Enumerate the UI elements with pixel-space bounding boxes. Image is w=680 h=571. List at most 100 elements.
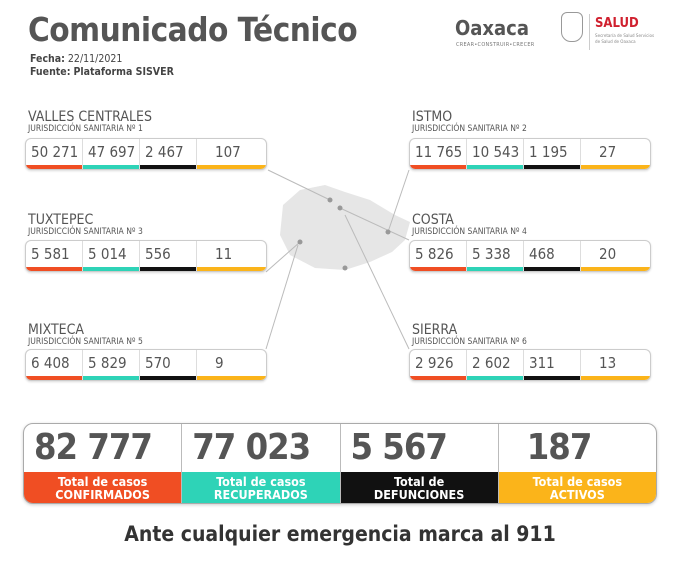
region-label: ISTMO JURISDICCIÓN SANITARIA Nº 2 [412, 110, 527, 134]
total-value: 77 023 [192, 427, 311, 468]
total-label: Total de casos CONFIRMADOS [24, 472, 182, 503]
total-label-line1: Total de casos [216, 474, 306, 489]
color-bar [524, 376, 580, 380]
map-shape [280, 185, 410, 270]
color-bar [467, 267, 523, 271]
stat-defunciones: 2 467 [140, 139, 197, 169]
stat-value: 5 826 [415, 245, 454, 263]
color-bar [197, 376, 266, 380]
total-label-line2: CONFIRMADOS [55, 487, 150, 502]
connector-mixteca [265, 244, 299, 350]
logo-divider [589, 14, 590, 50]
stat-value: 13 [599, 354, 617, 372]
stat-defunciones: 468 [524, 241, 581, 271]
stat-value: 6 408 [31, 354, 70, 372]
total-label-line2: DEFUNCIONES [373, 487, 465, 502]
color-bar [197, 267, 266, 271]
stat-value: 311 [529, 354, 555, 372]
total-confirmados: 82 777 Total de casos CONFIRMADOS [24, 424, 183, 503]
stat-defunciones: 1 195 [524, 139, 581, 169]
region-stats: 50 271 47 697 2 467 107 [25, 138, 267, 170]
color-bar [26, 267, 82, 271]
page-title: Comunicado Técnico [28, 10, 358, 49]
date-line: Fecha: 22/11/2021 [30, 53, 122, 65]
date-label: Fecha: [30, 53, 65, 65]
source-value: Plataforma SISVER [73, 66, 174, 78]
color-bar [140, 165, 196, 169]
stat-value: 20 [599, 245, 617, 263]
color-bar [467, 376, 523, 380]
region-jurisdiction: JURISDICCIÓN SANITARIA Nº 5 [28, 337, 143, 347]
region-label: VALLES CENTRALES JURISDICCIÓN SANITARIA … [28, 110, 152, 134]
stat-value: 11 [215, 245, 233, 263]
stat-recuperados: 2 602 [467, 350, 524, 380]
stat-activos: 11 [197, 241, 266, 271]
stat-value: 1 195 [529, 143, 568, 161]
total-label: Total de DEFUNCIONES [340, 472, 498, 503]
region-jurisdiction: JURISDICCIÓN SANITARIA Nº 3 [28, 227, 143, 237]
stat-confirmados: 11 765 [410, 139, 467, 169]
stat-value: 570 [145, 354, 171, 372]
emergency-footer: Ante cualquier emergencia marca al 911 [124, 522, 556, 546]
total-defunciones: 5 567 Total de DEFUNCIONES [340, 424, 499, 503]
date-value: 22/11/2021 [67, 53, 123, 65]
stat-value: 468 [529, 245, 555, 263]
connector-sierra [344, 214, 410, 350]
stat-value: 50 271 [31, 143, 79, 161]
stat-activos: 27 [581, 139, 650, 169]
region-stats: 6 408 5 829 570 9 [25, 349, 267, 381]
source-line: Fuente: Plataforma SISVER [30, 66, 174, 78]
stat-value: 11 765 [415, 143, 463, 161]
total-recuperados: 77 023 Total de casos RECUPERADOS [182, 424, 341, 503]
connector-costa [339, 207, 410, 241]
color-bar [410, 165, 466, 169]
region-stats: 5 826 5 338 468 20 [409, 240, 651, 272]
stat-value: 5 014 [88, 245, 127, 263]
stat-confirmados: 6 408 [26, 350, 83, 380]
region-jurisdiction: JURISDICCIÓN SANITARIA Nº 2 [412, 124, 527, 134]
color-bar [26, 376, 82, 380]
stat-recuperados: 10 543 [467, 139, 524, 169]
stat-activos: 9 [197, 350, 266, 380]
color-bar [410, 376, 466, 380]
connector-valles [267, 169, 331, 201]
stat-activos: 20 [581, 241, 650, 271]
total-label-line1: Total de casos [57, 474, 148, 489]
total-value: 82 777 [34, 427, 153, 468]
region-name: MIXTECA [28, 322, 85, 338]
connector-tuxtepec [265, 241, 301, 273]
connector-istmo [387, 169, 410, 233]
color-bar [467, 165, 523, 169]
color-bar [140, 267, 196, 271]
color-bar [83, 165, 139, 169]
color-bar [524, 267, 580, 271]
region-jurisdiction: JURISDICCIÓN SANITARIA Nº 4 [412, 227, 527, 237]
stat-recuperados: 5 014 [83, 241, 140, 271]
stat-value: 10 543 [472, 143, 520, 161]
region-name: COSTA [412, 212, 454, 228]
region-name: VALLES CENTRALES [28, 109, 152, 125]
region-label: TUXTEPEC JURISDICCIÓN SANITARIA Nº 3 [28, 213, 143, 237]
color-bar [83, 267, 139, 271]
state-seal-icon [561, 12, 583, 42]
stat-defunciones: 570 [140, 350, 197, 380]
stat-recuperados: 5 338 [467, 241, 524, 271]
color-bar [581, 267, 650, 271]
stat-value: 5 338 [472, 245, 511, 263]
region-name: TUXTEPEC [28, 212, 94, 228]
total-label-line1: Total de casos [532, 474, 623, 489]
stat-confirmados: 5 826 [410, 241, 467, 271]
stat-defunciones: 556 [140, 241, 197, 271]
oaxaca-logo: Oaxaca [455, 16, 529, 40]
color-bar [197, 165, 266, 169]
stat-recuperados: 5 829 [83, 350, 140, 380]
total-label-line1: Total de [394, 474, 445, 489]
stat-value: 5 829 [88, 354, 127, 372]
color-bar [524, 165, 580, 169]
color-bar [26, 165, 82, 169]
stat-value: 5 581 [31, 245, 70, 263]
region-stats: 2 926 2 602 311 13 [409, 349, 651, 381]
stat-value: 2 467 [145, 143, 184, 161]
total-value: 5 567 [350, 427, 448, 468]
total-label: Total de casos ACTIVOS [498, 472, 656, 503]
